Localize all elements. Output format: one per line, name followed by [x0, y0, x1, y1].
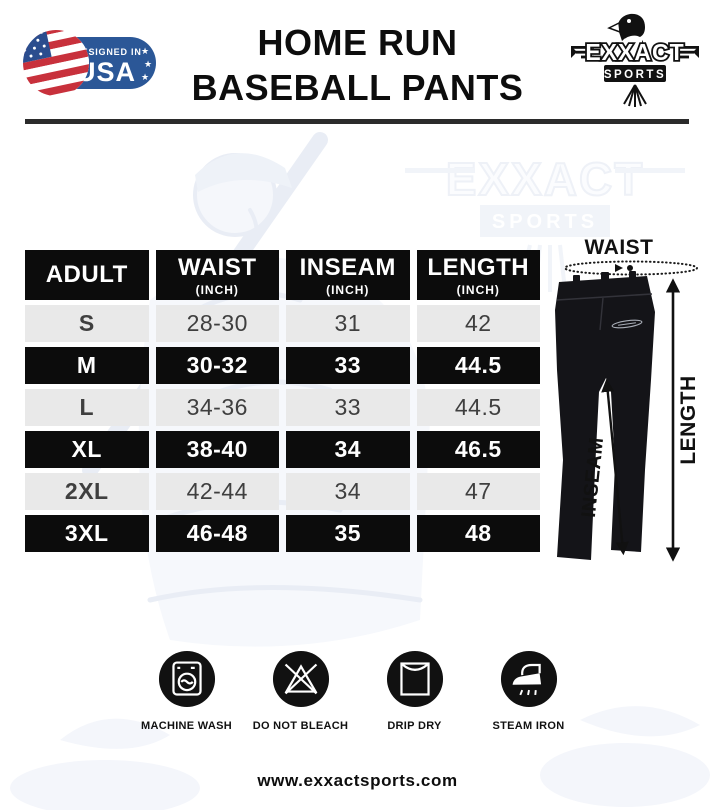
cell-m-waist: 30-32: [155, 347, 279, 384]
column-header-waist: WAIST (INCH): [155, 250, 279, 300]
care-label: DO NOT BLEACH: [252, 720, 349, 732]
svg-text:★: ★: [141, 46, 149, 56]
cell-3xl-inseam: 35: [286, 515, 410, 552]
logo-name: EXXACT: [585, 39, 684, 65]
waist-label: WAIST: [585, 236, 654, 259]
column-header-label: WAIST: [178, 253, 257, 281]
cell-s-inseam: 31: [286, 305, 410, 342]
care-item-drip-dry: DRIP DRY: [361, 650, 469, 732]
pants-image: [555, 271, 655, 560]
cell-l-waist: 34-36: [155, 389, 279, 426]
logo-wings: [571, 46, 699, 59]
care-item-steam-iron: STEAM IRON: [475, 650, 583, 732]
cell-2xl-inseam: 34: [286, 473, 410, 510]
cell-2xl-length: 47: [416, 473, 540, 510]
column-header-adult: ADULT: [25, 250, 149, 300]
svg-text:★: ★: [144, 59, 152, 69]
column-header-label: ADULT: [45, 261, 128, 288]
svg-text:★: ★: [141, 72, 149, 82]
cell-xl-inseam: 34: [286, 431, 410, 468]
size-chart-table: ADULT WAIST (INCH) INSEAM (INCH) LENGTH (INCH)…: [25, 250, 540, 552]
title-line-2: BASEBALL PANTS: [191, 67, 524, 109]
exxact-sports-logo: EXXACT SPORTS: [571, 13, 699, 107]
cell-l-size: L: [25, 389, 149, 426]
steam-iron-icon: [500, 650, 557, 708]
column-header-inseam: INSEAM (INCH): [286, 250, 410, 300]
eagle-icon: [607, 13, 645, 42]
header-divider: [25, 119, 689, 124]
drip-dry-icon: [386, 650, 443, 708]
page-title: HOME RUN BASEBALL PANTS: [192, 20, 524, 111]
length-label: LENGTH: [677, 375, 700, 464]
cell-s-size: S: [25, 305, 149, 342]
column-header-label: INSEAM: [299, 253, 396, 281]
cell-s-waist: 28-30: [155, 305, 279, 342]
title-line-1: HOME RUN: [257, 22, 458, 63]
column-header-unit: (INCH): [456, 282, 500, 297]
cell-s-length: 42: [416, 305, 540, 342]
column-header-unit: (INCH): [326, 282, 370, 297]
cell-2xl-size: 2XL: [25, 473, 149, 510]
pants-brand-mark: [611, 319, 643, 329]
cell-3xl-size: 3XL: [25, 515, 149, 552]
inseam-measure-arrow: [601, 378, 629, 556]
cell-xl-size: XL: [25, 431, 149, 468]
column-header-label: LENGTH: [427, 253, 530, 281]
cell-m-length: 44.5: [416, 347, 540, 384]
svg-text:EXXACT: EXXACT: [446, 153, 645, 205]
logo-sub: SPORTS: [604, 69, 666, 81]
cell-l-length: 44.5: [416, 389, 540, 426]
cell-3xl-length: 48: [416, 515, 540, 552]
column-header-length: LENGTH (INCH): [416, 250, 540, 300]
website-url: www.exxactsports.com: [257, 771, 458, 790]
care-label: DRIP DRY: [387, 720, 442, 732]
care-label: MACHINE WASH: [141, 720, 232, 732]
pants-measurement-diagram: WAIST LENGTH: [555, 236, 700, 562]
cell-m-inseam: 33: [286, 347, 410, 384]
care-item-do-not-bleach: DO NOT BLEACH: [247, 650, 355, 732]
care-item-machine-wash: MACHINE WASH: [133, 650, 241, 732]
cell-2xl-waist: 42-44: [155, 473, 279, 510]
header: DESIGNED IN USA ★ ★ ★: [0, 0, 715, 118]
care-label: STEAM IRON: [492, 720, 565, 732]
do-not-bleach-icon: [272, 650, 329, 708]
cell-l-inseam: 33: [286, 389, 410, 426]
badge-stars: ★ ★ ★: [141, 46, 152, 82]
column-header-unit: (INCH): [195, 282, 239, 297]
care-instructions: MACHINE WASH DO NOT BLEACH DR: [0, 650, 715, 732]
designed-in-usa-badge: DESIGNED IN USA ★★★: [20, 24, 156, 103]
waist-measure-arrow: [564, 260, 698, 276]
cell-xl-length: 46.5: [416, 431, 540, 468]
machine-wash-icon: [158, 650, 215, 708]
badge-line1: DESIGNED IN: [74, 47, 141, 57]
cell-3xl-waist: 46-48: [155, 515, 279, 552]
cell-xl-waist: 38-40: [155, 431, 279, 468]
cell-m-size: M: [25, 347, 149, 384]
logo-tail: [623, 84, 647, 107]
